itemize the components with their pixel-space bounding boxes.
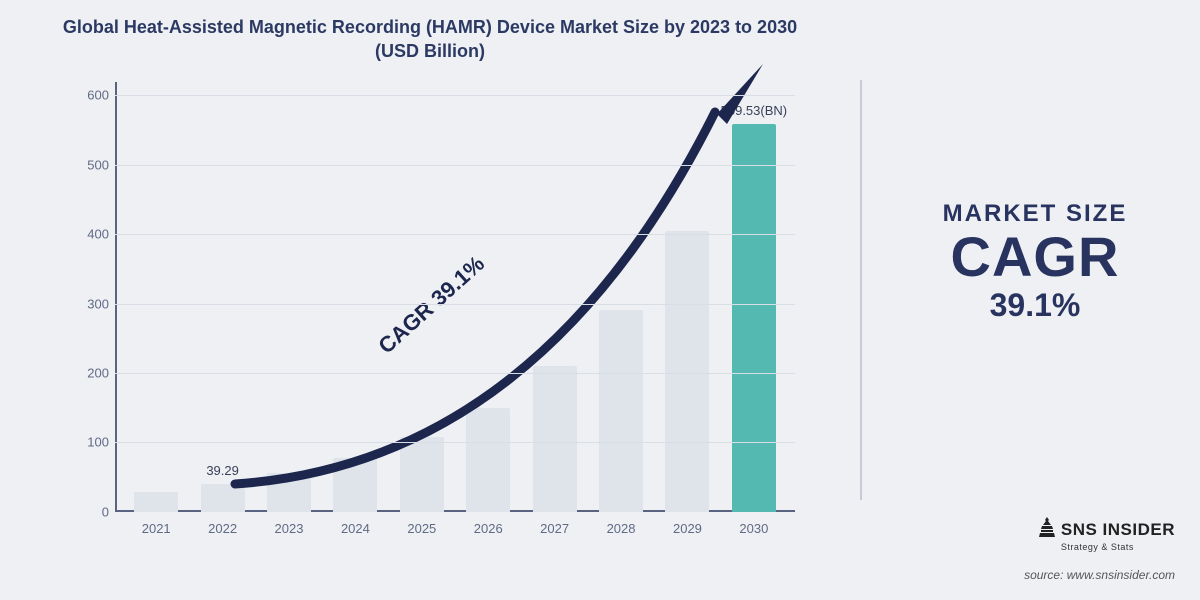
source-text: source: www.snsinsider.com — [1024, 568, 1175, 582]
right-panel: MARKET SIZE CAGR 39.1% SNS INSIDER Strat… — [860, 0, 1200, 600]
bar-value-label: 39.29 — [206, 463, 239, 478]
chart-area: 202139.292022202320242025202620272028202… — [75, 82, 815, 552]
bar-highlight — [732, 124, 776, 512]
bar-slot: 2026 — [455, 82, 521, 512]
x-tick-label: 2024 — [322, 521, 388, 536]
grid-line — [115, 234, 795, 235]
grid-line — [115, 95, 795, 96]
y-tick-label: 200 — [75, 365, 109, 380]
bar — [599, 310, 643, 511]
grid-line — [115, 442, 795, 443]
y-tick-label: 100 — [75, 435, 109, 450]
bar — [134, 492, 178, 511]
logo-main: SNS INSIDER — [1039, 517, 1175, 542]
bar-slot: 2027 — [521, 82, 587, 512]
chart-panel: Global Heat-Assisted Magnetic Recording … — [20, 15, 840, 585]
bar-slot: 2028 — [588, 82, 654, 512]
logo-sub: Strategy & Stats — [1061, 542, 1175, 552]
bar — [400, 437, 444, 512]
y-tick-label: 600 — [75, 88, 109, 103]
bar — [201, 484, 245, 511]
logo-text: SNS INSIDER — [1061, 520, 1175, 540]
y-tick-label: 0 — [75, 504, 109, 519]
bar-slot: 2025 — [389, 82, 455, 512]
bar-slot: 559.53(BN)2030 — [721, 82, 787, 512]
x-tick-label: 2026 — [455, 521, 521, 536]
bar-group: 202139.292022202320242025202620272028202… — [115, 82, 795, 512]
cagr-value: 39.1% — [890, 287, 1180, 324]
market-size-label: MARKET SIZE — [890, 200, 1180, 228]
market-size-box: MARKET SIZE CAGR 39.1% — [890, 200, 1180, 324]
divider — [860, 80, 862, 500]
x-tick-label: 2029 — [654, 521, 720, 536]
x-tick-label: 2022 — [189, 521, 255, 536]
bar — [333, 458, 377, 512]
grid-line — [115, 373, 795, 374]
bar — [665, 231, 709, 512]
x-tick-label: 2027 — [521, 521, 587, 536]
x-tick-label: 2021 — [123, 521, 189, 536]
x-tick-label: 2028 — [588, 521, 654, 536]
bar — [267, 473, 311, 511]
logo: SNS INSIDER Strategy & Stats — [1039, 517, 1175, 552]
y-tick-label: 500 — [75, 157, 109, 172]
cagr-heading: CAGR — [890, 228, 1180, 287]
y-tick-label: 300 — [75, 296, 109, 311]
bar-slot: 2029 — [654, 82, 720, 512]
x-tick-label: 2023 — [256, 521, 322, 536]
bar-slot: 2024 — [322, 82, 388, 512]
bar-value-label: 559.53(BN) — [721, 103, 787, 118]
grid-line — [115, 165, 795, 166]
plot: 202139.292022202320242025202620272028202… — [115, 82, 795, 512]
chess-icon — [1039, 517, 1055, 542]
bar-slot: 39.292022 — [189, 82, 255, 512]
grid-line — [115, 304, 795, 305]
x-tick-label: 2030 — [721, 521, 787, 536]
chart-title: Global Heat-Assisted Magnetic Recording … — [20, 15, 840, 72]
bar-slot: 2021 — [123, 82, 189, 512]
bar — [466, 408, 510, 512]
bar-slot: 2023 — [256, 82, 322, 512]
bar — [533, 366, 577, 512]
y-tick-label: 400 — [75, 227, 109, 242]
x-tick-label: 2025 — [389, 521, 455, 536]
